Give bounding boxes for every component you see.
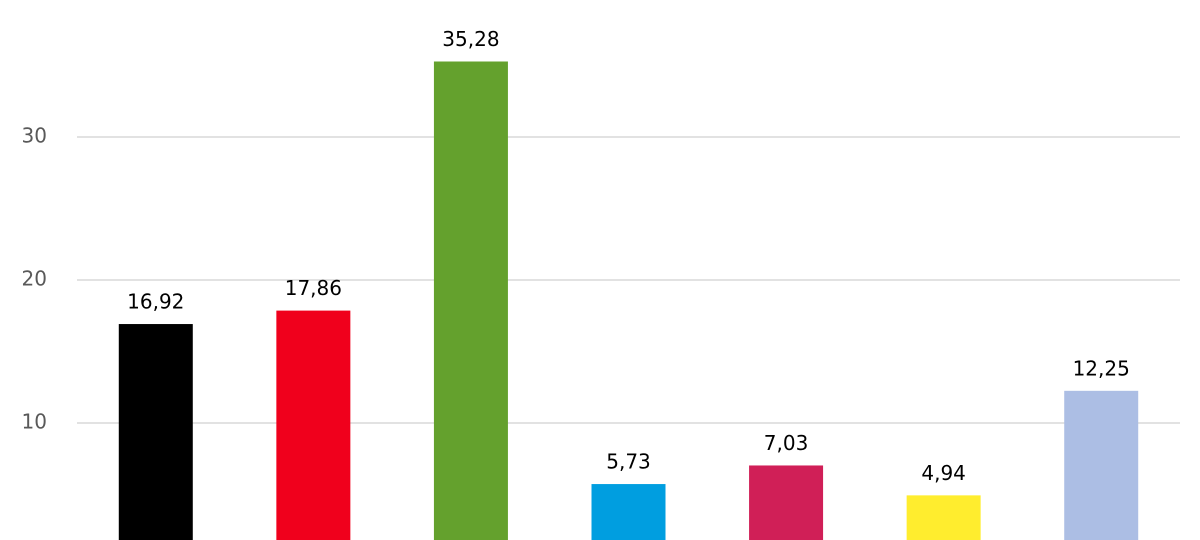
data-label: 5,73 — [606, 450, 651, 474]
data-label: 16,92 — [127, 290, 184, 314]
y-tick-label: 20 — [22, 267, 47, 291]
y-tick-label: 30 — [22, 124, 47, 148]
y-tick-label: 10 — [22, 410, 47, 434]
bar — [118, 324, 193, 540]
data-label: 4,94 — [921, 461, 966, 485]
data-label: 7,03 — [764, 431, 809, 455]
data-label: 17,86 — [285, 276, 342, 300]
bar — [749, 465, 824, 540]
bar — [433, 61, 508, 540]
bar — [591, 484, 666, 540]
data-label: 35,28 — [442, 27, 499, 51]
y-tick-label: 40 — [22, 0, 47, 5]
bar — [1064, 390, 1139, 540]
bar — [906, 495, 981, 540]
bar — [276, 310, 351, 540]
data-label: 12,25 — [1073, 356, 1130, 380]
